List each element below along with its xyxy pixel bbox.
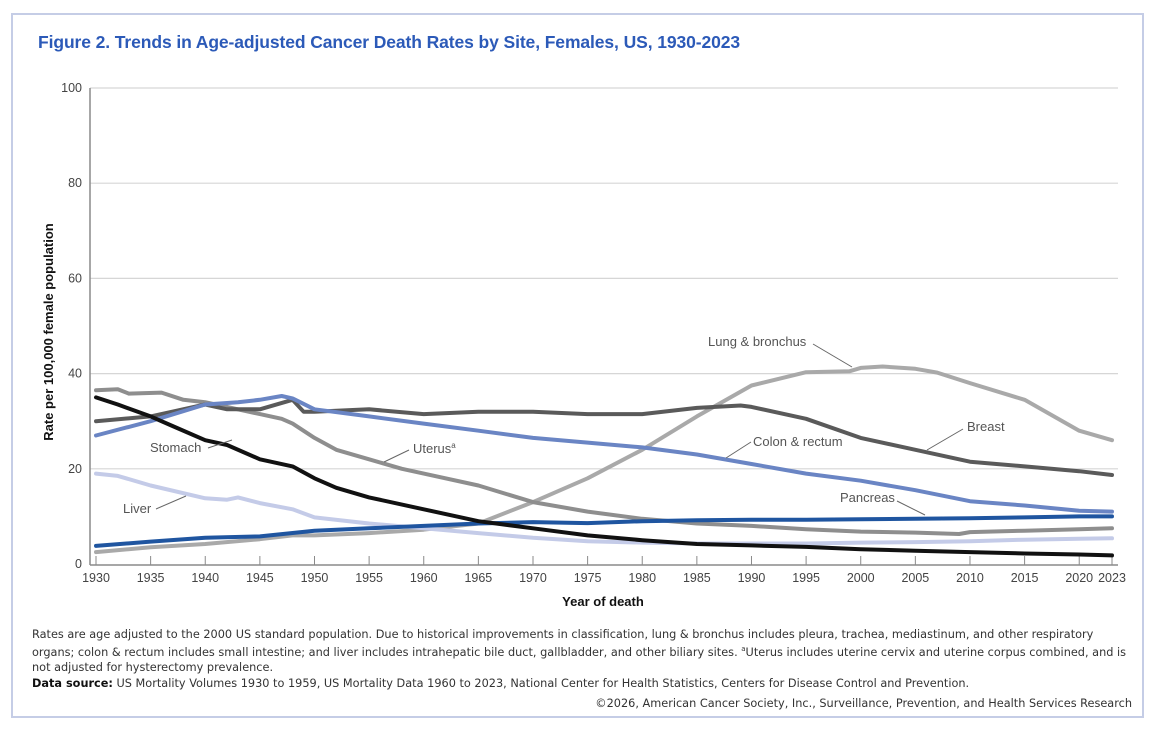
x-tick-label: 2015 [1011,571,1039,585]
series-line-liver [94,471,1114,546]
y-tick-label: 20 [68,462,82,476]
figure-frame [11,13,1144,718]
leader-line [812,343,853,368]
x-tick-label: 2010 [956,571,984,585]
y-tick-label: 80 [68,176,82,190]
x-axis-title: Year of death [562,594,644,609]
series-line-lung-bronchus [94,364,1114,555]
line-chart: 0 20 40 60 80 100 1930 1935 1940 1945 1950 1955 196… [41,81,1126,609]
x-tick-label: 1940 [191,571,219,585]
series-label-text: Lung & bronchus [708,334,807,349]
series-line-breast [94,397,1114,477]
x-tick-label: 1980 [628,571,656,585]
x-tick-label: 1955 [355,571,383,585]
footnote-superscript: a [741,645,746,653]
series-line-stomach [94,395,1114,558]
series-label: Stomach [150,440,201,455]
series-label-text: Breast [967,419,1005,434]
series-label-text: Colon & rectum [753,434,843,449]
series-line-colon-rectum [94,394,1114,514]
x-tick-label: 1995 [792,571,820,585]
copyright: ©2026, American Cancer Society, Inc., Su… [595,697,1132,710]
x-tick-label: 2000 [847,571,875,585]
series-label: Pancreas [840,490,895,505]
series-line-uterus [94,387,1114,536]
series-label: Colon & rectum [753,434,843,449]
x-tick-label: 1985 [683,571,711,585]
series-label: Breast [967,419,1005,434]
x-tick-label: 2020 [1065,571,1093,585]
x-tick-label: 1990 [738,571,766,585]
y-tick-label: 100 [61,81,82,95]
data-source-text: US Mortality Volumes 1930 to 1959, US Mo… [112,677,970,690]
series-label-text: Uterus [413,441,452,456]
y-tick-label: 40 [68,367,82,381]
y-axis-title: Rate per 100,000 female population [41,223,56,441]
series-label-text: Liver [123,501,152,516]
footnote: Rates are age adjusted to the 2000 US st… [32,627,1137,675]
leader-line [926,428,964,451]
leader-line [896,500,926,516]
series-labels: Stomach Liver Uterusa Lung & bronchus Colon … [123,334,1005,516]
y-tick-label: 60 [68,271,82,285]
y-tick-label: 0 [75,557,82,571]
x-tick-label: 2023 [1098,571,1126,585]
footnote-uterus: Uterus includes uterine cervix and uteri… [32,645,1127,674]
x-tick-label: 1975 [574,571,602,585]
gridlines [89,87,1118,566]
series-label-text: Stomach [150,440,201,455]
x-tick-label: 1950 [301,571,329,585]
data-source: Data source: US Mortality Volumes 1930 t… [32,677,969,690]
x-tick-label: 1935 [137,571,165,585]
series-label: Liver [123,501,152,516]
chart-title: Figure 2. Trends in Age-adjusted Cancer … [38,32,741,52]
leader-line [207,439,233,449]
series-label-superscript: a [451,441,456,450]
x-tick-label: 1930 [82,571,110,585]
x-axis-ticks: 1930 1935 1940 1945 1950 1955 1960 1965 1970 1975… [82,556,1126,585]
leader-line [725,441,752,459]
leader-line [155,495,187,510]
x-tick-label: 1965 [464,571,492,585]
x-tick-label: 1945 [246,571,274,585]
leader-line [383,449,410,463]
x-tick-label: 2005 [901,571,929,585]
data-source-label: Data source: [32,677,113,690]
x-tick-label: 1960 [410,571,438,585]
series-label: Lung & bronchus [708,334,807,349]
series-label-text: Pancreas [840,490,895,505]
y-axis-ticks: 0 20 40 60 80 100 [61,81,82,571]
series-label: Uterusa [413,441,456,456]
x-tick-label: 1970 [519,571,547,585]
footnote-main: Rates are age adjusted to the 2000 US st… [32,628,1094,659]
series-lines [94,364,1114,558]
series-line-pancreas [94,514,1114,548]
